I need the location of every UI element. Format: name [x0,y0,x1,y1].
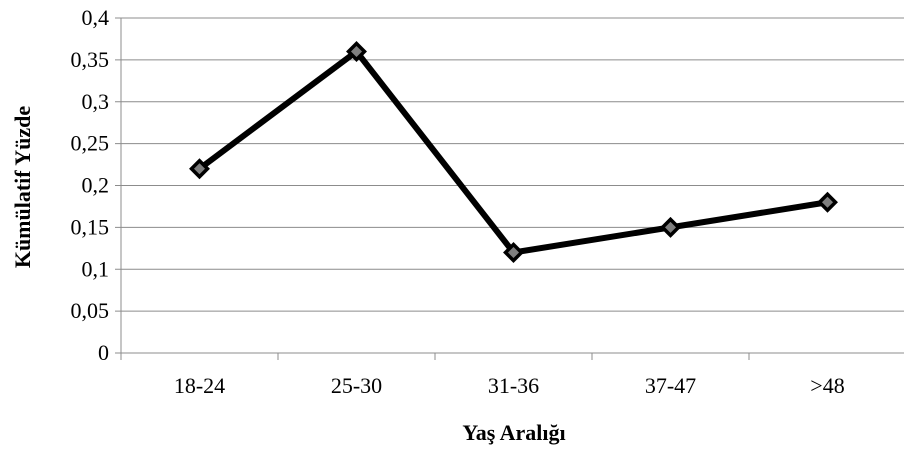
x-tick-label: 31-36 [488,373,539,398]
x-axis-title: Yaş Aralığı [462,420,565,445]
x-tick-labels: 18-24 25-30 31-36 37-47 >48 [174,373,845,398]
y-tick-label: 0,3 [82,89,110,114]
series-line [196,48,831,256]
data-point-marker [346,41,367,62]
y-tick-label: 0,1 [82,256,110,281]
data-point-marker [503,242,524,263]
y-tick-label: 0,2 [82,173,110,198]
grid-lines [121,17,904,312]
y-tick-label: 0,25 [71,131,110,156]
x-tick-label: 37-47 [645,373,696,398]
x-tick-label: >48 [810,373,844,398]
x-tick-label: 25-30 [331,373,382,398]
y-tick-label: 0 [98,340,109,365]
data-point-marker [189,158,210,180]
y-tick-label: 0,15 [71,214,110,239]
y-tick-label: 0,05 [71,298,110,323]
y-tick-labels: 0 0,05 0,1 0,15 0,2 0,25 0,3 0,35 0,4 [71,5,110,365]
y-tick-label: 0,4 [82,5,110,30]
axes [115,17,904,360]
data-point-marker [817,191,838,213]
y-axis-title: Kümülatif Yüzde [10,106,35,269]
data-point-marker [660,216,681,238]
x-tick-label: 18-24 [174,373,225,398]
y-tick-label: 0,35 [71,47,110,72]
series-layer [189,41,838,263]
